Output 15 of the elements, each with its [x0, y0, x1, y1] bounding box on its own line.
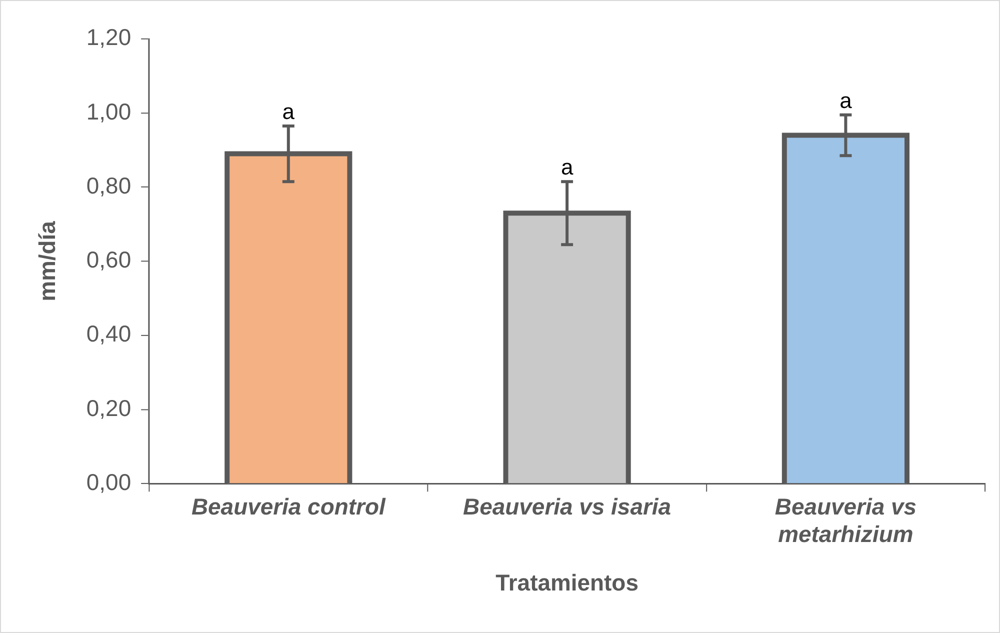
x-axis-title: Tratamientos — [496, 570, 638, 596]
annotation: a — [840, 88, 853, 113]
y-tick-label: 1,00 — [86, 98, 132, 124]
y-tick-label: 0,60 — [86, 246, 132, 273]
x-tick-label: Beauveria vs metarhizium — [774, 494, 917, 548]
y-tick-label: 0,20 — [86, 394, 132, 421]
annotation: a — [282, 99, 296, 124]
y-tick-label: 0,80 — [86, 172, 132, 198]
x-tick-label: Beauveria vs isaria — [463, 494, 672, 520]
y-tick-label: 1,20 — [86, 24, 132, 50]
annotation: a — [560, 154, 574, 180]
y-tick-label: 0,40 — [86, 320, 132, 347]
y-tick-label: 0,00 — [86, 469, 132, 495]
x-tick-label: Beauveria control — [191, 494, 386, 520]
y-axis-title: mm/día — [34, 220, 60, 302]
